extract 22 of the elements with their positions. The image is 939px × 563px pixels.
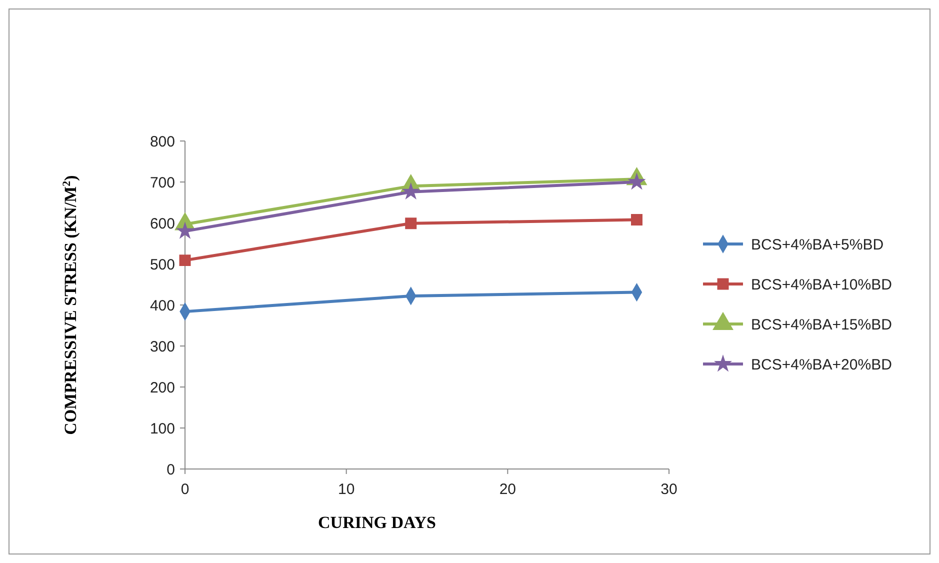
- y-tick-label: 100: [150, 420, 175, 438]
- legend-label: BCS+4%BA+15%BD: [751, 316, 892, 334]
- y-tick-label: 400: [150, 297, 175, 314]
- y-tick-label: 500: [150, 256, 175, 274]
- x-axis-title: CURING DAYS: [318, 513, 436, 532]
- point: [176, 222, 194, 238]
- x-tick-label: 0: [180, 481, 190, 498]
- y-tick-label: 700: [150, 174, 175, 192]
- x-tick-label: 30: [660, 481, 678, 498]
- y-tick-label: 200: [150, 379, 175, 396]
- point: [179, 254, 191, 266]
- legend-label: BCS+4%BA+5%BD: [751, 236, 884, 254]
- x-tick-label: 20: [499, 481, 516, 498]
- legend-label: BCS+4%BA+10%BD: [751, 276, 892, 294]
- y-tick-label: 600: [150, 215, 175, 232]
- legend-label: BCS+4%BA+20%BD: [751, 356, 892, 374]
- point: [405, 218, 417, 230]
- x-tick-label: 10: [338, 481, 355, 498]
- y-tick-label: 0: [166, 461, 175, 478]
- point: [630, 214, 642, 226]
- y-tick-label: 800: [150, 133, 175, 150]
- y-tick-label: 300: [150, 338, 175, 356]
